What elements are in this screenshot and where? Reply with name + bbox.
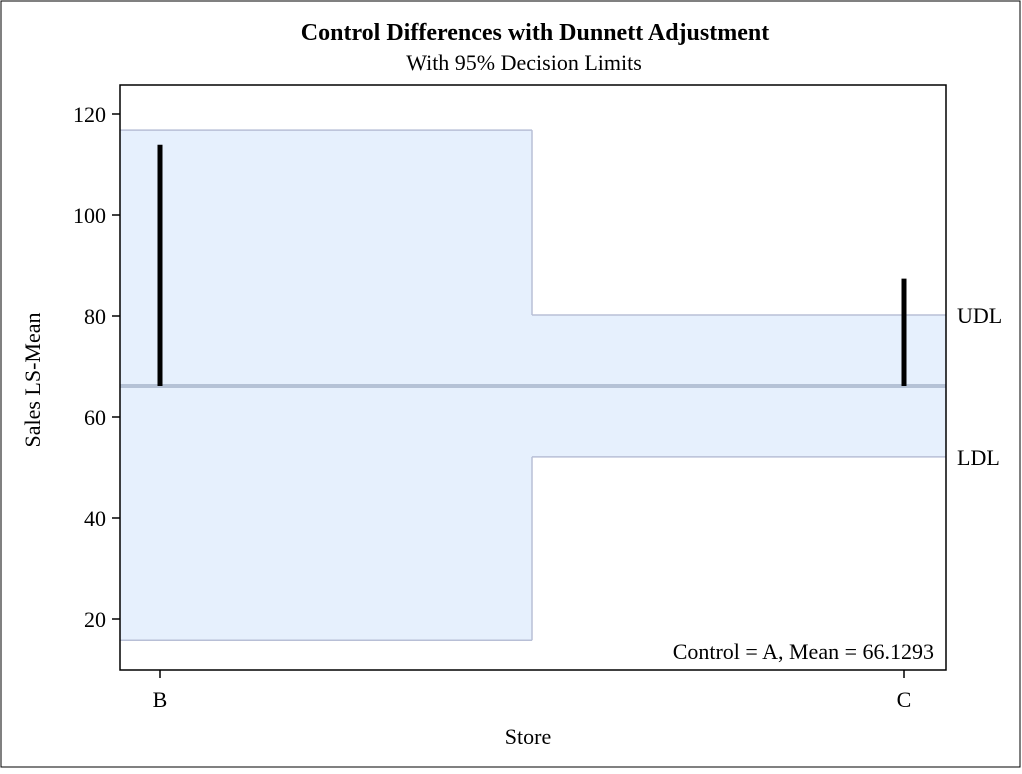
- x-axis-label: Store: [505, 724, 551, 749]
- x-tick-label: C: [897, 687, 912, 712]
- y-tick-label: 100: [73, 203, 106, 228]
- x-tick-label: B: [153, 687, 168, 712]
- y-tick-label: 20: [84, 607, 106, 632]
- chart-title: Control Differences with Dunnett Adjustm…: [301, 20, 769, 46]
- chart-subtitle: With 95% Decision Limits: [406, 50, 642, 75]
- udl-label: UDL: [957, 303, 1002, 328]
- y-tick-label: 40: [84, 506, 106, 531]
- control-annotation: Control = A, Mean = 66.1293: [673, 639, 934, 664]
- plot-frame: [119, 84, 947, 671]
- y-tick-label: 60: [84, 405, 106, 430]
- lsmean-bars: [157, 144, 907, 387]
- y-tick-label: 80: [84, 304, 106, 329]
- y-tick-label: 120: [73, 102, 106, 127]
- y-axis: 20 40 60 80 100 120: [73, 102, 120, 632]
- y-axis-label: Sales LS-Mean: [20, 312, 45, 447]
- ldl-label: LDL: [957, 445, 1000, 470]
